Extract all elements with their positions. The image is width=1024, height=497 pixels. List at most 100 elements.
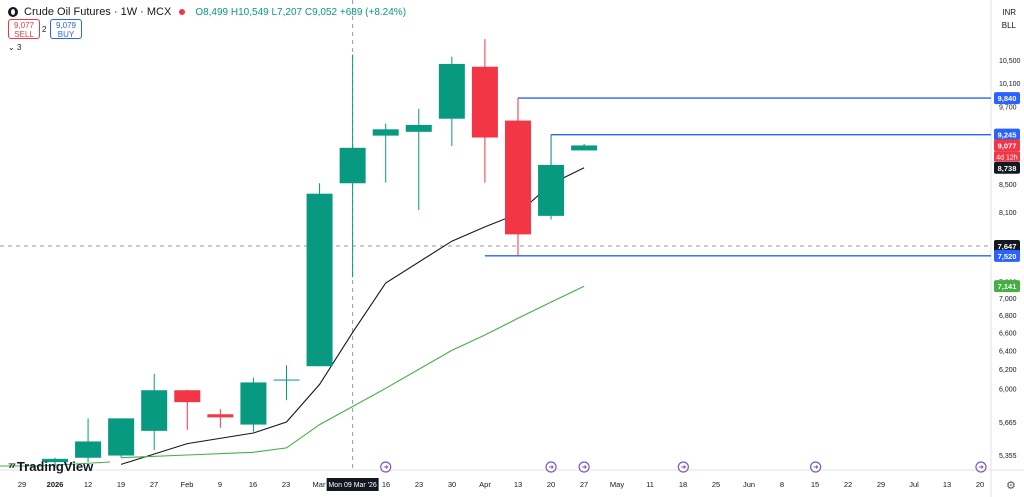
price-label-badge xyxy=(994,161,1020,174)
candle-body xyxy=(405,124,432,132)
x-tick-label: 11 xyxy=(646,480,654,489)
candle-body xyxy=(372,129,399,136)
x-tick-label: Jun xyxy=(743,480,755,489)
price-label-badge xyxy=(994,128,1020,141)
x-tick-label: 23 xyxy=(415,480,423,489)
sell-price: 9,077 xyxy=(13,21,35,30)
candle-body xyxy=(207,414,234,418)
chart-header: Crude Oil Futures · 1W · MCX O8,499 H10,… xyxy=(8,6,406,18)
settlement-label: BLL xyxy=(1001,21,1016,30)
x-tick-label: 20 xyxy=(547,480,555,489)
y-tick-label: 9,700 xyxy=(999,104,1017,111)
x-tick-label: Mar xyxy=(313,480,326,489)
y-tick-label: 5,355 xyxy=(999,453,1017,460)
price-label-text: 9,840 xyxy=(998,94,1017,103)
candle-body xyxy=(174,390,201,403)
x-tick-label: 16 xyxy=(382,480,390,489)
candle-body xyxy=(273,379,300,381)
x-tick-label: 12 xyxy=(84,480,92,489)
x-tick-label: 16 xyxy=(249,480,257,489)
x-tick-label: 22 xyxy=(844,480,852,489)
x-tick-label: Feb xyxy=(181,480,194,489)
candle-body xyxy=(108,418,135,456)
spread-value: 2 xyxy=(42,25,47,34)
x-tick-label: 8 xyxy=(780,480,784,489)
event-marker-arrow xyxy=(383,465,389,469)
y-tick-label: 6,600 xyxy=(999,330,1017,337)
crosshair-date-badge xyxy=(326,478,379,491)
countdown-badge xyxy=(994,151,1020,162)
chevron-down-icon: ⌄ xyxy=(8,43,15,52)
x-tick-label: 15 xyxy=(811,480,819,489)
price-label-badge xyxy=(994,92,1020,105)
x-tick-label: 13 xyxy=(943,480,951,489)
y-tick-label: 6,200 xyxy=(999,367,1017,374)
price-label-text: 7,520 xyxy=(998,252,1017,261)
x-tick-label: 30 xyxy=(448,480,456,489)
logo-text: TradingView xyxy=(16,459,94,474)
candle-body xyxy=(538,164,565,216)
tradingview-mark-icon: ⁷⁷ xyxy=(8,459,16,474)
event-marker-icon xyxy=(810,461,822,473)
sell-label: SELL xyxy=(14,30,34,39)
buy-button[interactable]: 9,079 BUY xyxy=(50,19,82,39)
market-status-icon xyxy=(179,9,186,15)
ohlc-readout: O8,499 H10,549 L7,207 C9,052 +689 (+8.24… xyxy=(195,6,407,18)
event-marker-icon xyxy=(975,461,987,473)
moving-average-line-start xyxy=(0,461,111,467)
tradingview-logo[interactable]: ⁷⁷ TradingView xyxy=(8,459,93,474)
x-tick-label: 13 xyxy=(514,480,522,489)
price-label-text: 8,738 xyxy=(998,164,1017,173)
price-label-badge xyxy=(994,139,1020,152)
x-tick-label: 29 xyxy=(18,480,26,489)
sell-button[interactable]: 9,077 SELL xyxy=(8,19,40,39)
currency-block: INR BLL xyxy=(1002,6,1016,32)
candle-body xyxy=(306,193,333,367)
y-tick-label: 7,000 xyxy=(999,296,1017,303)
x-tick-label: Jul xyxy=(909,480,919,489)
symbol-title[interactable]: Crude Oil Futures · 1W · MCX xyxy=(24,6,172,18)
price-label-badge xyxy=(994,280,1020,293)
x-tick-label: 20 xyxy=(976,480,984,489)
x-tick-label: 18 xyxy=(679,480,687,489)
y-tick-label: 6,800 xyxy=(999,313,1017,320)
y-tick-label: 8,500 xyxy=(999,182,1017,189)
x-tick-label: 23 xyxy=(282,480,290,489)
price-label-text: 9,077 xyxy=(998,141,1017,150)
x-tick-label: 19 xyxy=(117,480,125,489)
x-tick-label: 2026 xyxy=(47,480,64,489)
x-tick-label: 25 xyxy=(712,480,720,489)
x-tick-label: 29 xyxy=(877,480,885,489)
gear-icon[interactable]: ⚙ xyxy=(1006,480,1016,492)
event-marker-icon xyxy=(677,461,689,473)
candle-body xyxy=(240,382,267,425)
indicators-toggle[interactable]: ⌄ 3 xyxy=(8,43,21,52)
event-marker-arrow xyxy=(582,465,587,469)
price-label-text: 7,141 xyxy=(998,282,1017,291)
x-tick-label: Apr xyxy=(479,480,491,489)
moving-average-line xyxy=(121,285,585,459)
candle-body xyxy=(42,458,68,463)
x-tick-label: May xyxy=(610,480,624,489)
event-marker-arrow xyxy=(681,465,687,469)
price-label-text: 7,647 xyxy=(998,242,1017,251)
y-tick-label: 10,500 xyxy=(999,58,1021,65)
y-tick-label: 8,100 xyxy=(999,210,1017,217)
price-label-badge xyxy=(994,239,1020,252)
buy-price: 9,079 xyxy=(55,21,77,30)
event-marker-arrow xyxy=(549,465,554,469)
y-tick-label: 6,400 xyxy=(999,348,1017,355)
event-marker-icon xyxy=(380,461,392,473)
price-label-badge xyxy=(994,249,1020,262)
candle-body xyxy=(504,120,531,235)
x-tick-label: 27 xyxy=(580,480,588,489)
candle-body xyxy=(339,147,366,184)
x-tick-label: 9 xyxy=(218,480,222,489)
event-marker-arrow xyxy=(813,465,819,469)
currency-label[interactable]: INR xyxy=(1002,8,1016,17)
crosshair-date-label: Mon 09 Mar '26 xyxy=(328,482,377,489)
candle-body xyxy=(75,441,102,458)
price-label-text: 9,245 xyxy=(998,131,1017,140)
y-tick-label: 5,665 xyxy=(999,420,1017,427)
